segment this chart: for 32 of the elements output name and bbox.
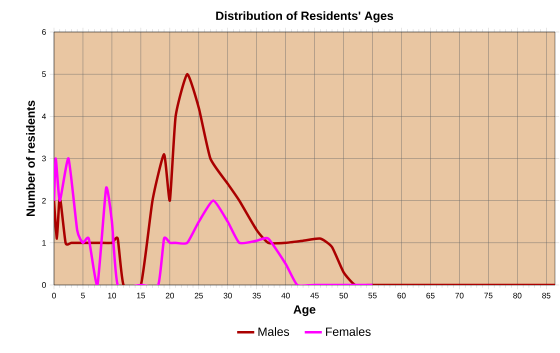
x-tick-label: 15	[137, 292, 145, 298]
x-tick-label: 25	[194, 292, 203, 298]
x-tick-label: 20	[166, 292, 174, 298]
x-tick-label: 55	[368, 292, 377, 298]
x-tick-label: 85	[542, 292, 550, 298]
line-series	[54, 157, 374, 285]
x-tick-label: 30	[224, 292, 232, 298]
y-tick-label: 3	[42, 156, 46, 162]
legend-label: Males	[258, 327, 290, 336]
x-tick-label: 70	[455, 292, 464, 298]
x-tick-label: 60	[397, 292, 406, 298]
x-tick-label: 35	[252, 292, 261, 298]
y-tick-label: 6	[42, 29, 46, 35]
y-tick-label: 5	[42, 71, 46, 77]
y-tick-label: 1	[42, 240, 46, 246]
x-tick-label: 10	[108, 292, 116, 298]
x-tick-label: 80	[513, 292, 522, 298]
y-tick-label: 0	[42, 282, 46, 288]
x-tick-label: 0	[52, 292, 56, 298]
legend-label: Females	[326, 327, 371, 336]
x-axis-title: Age	[293, 305, 316, 316]
x-tick-label: 75	[484, 292, 492, 298]
x-tick-label: 40	[281, 292, 290, 298]
chart-title: Distribution of Residents' Ages	[216, 11, 394, 22]
line-series	[54, 72, 555, 285]
x-tick-label: 45	[310, 292, 319, 298]
y-tick-label: 2	[42, 198, 46, 204]
x-tick-label: 5	[81, 292, 85, 298]
x-tick-label: 65	[426, 292, 435, 298]
y-axis-title: Number of residents	[26, 100, 35, 216]
y-tick-label: 4	[42, 114, 46, 120]
x-tick-label: 50	[339, 292, 348, 298]
